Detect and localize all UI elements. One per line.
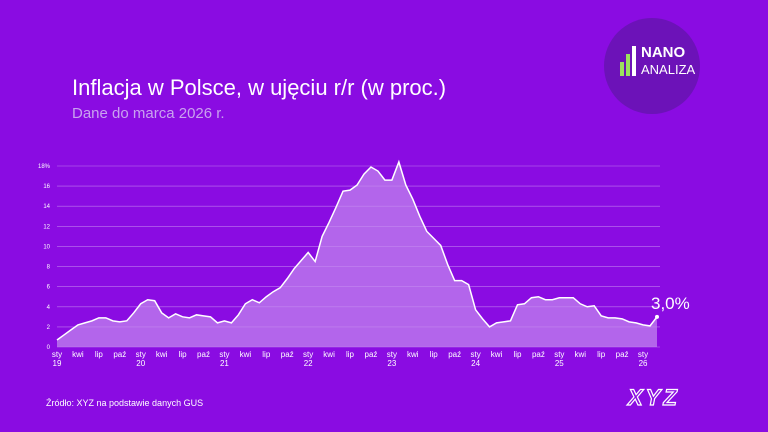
x-tick-label: paź	[197, 350, 210, 359]
x-tick-label: paź	[448, 350, 462, 359]
x-tick-label: kwi	[72, 350, 84, 359]
logo-bar	[632, 46, 636, 76]
brand: XYZ	[626, 385, 680, 410]
x-tick-label: paź	[113, 350, 127, 359]
x-tick-label: lip	[346, 350, 355, 359]
x-tick-label: paź	[364, 350, 378, 359]
chart-title: Inflacja w Polsce, w ujęciu r/r (w proc.…	[72, 75, 446, 100]
logo-bottom: ANALIZA	[641, 62, 696, 77]
line	[56, 159, 658, 341]
end-point	[655, 314, 659, 319]
x-tick-label: paź	[531, 350, 545, 359]
value-label: 3,0%	[651, 294, 690, 313]
y-tick-label: 4	[47, 305, 51, 311]
x-tick-label: sty 20	[135, 350, 146, 368]
x-tick-label: sty 25	[554, 350, 565, 368]
x-tick-label: sty 21	[219, 350, 230, 368]
y-tick-label: 6	[47, 285, 51, 291]
logo-bar	[626, 54, 630, 76]
x-tick-label: sty 23	[386, 350, 397, 368]
x-tick-label: lip	[178, 350, 187, 359]
x-tick-label: paź	[615, 350, 629, 359]
source: Źródło: XYZ na podstawie danych GUS	[46, 398, 203, 408]
x-tick-label: kwi	[490, 350, 503, 359]
x-tick-label: lip	[597, 350, 606, 359]
logo-bar	[620, 62, 624, 76]
y-tick-label: 8	[47, 265, 51, 271]
x-tick-label: lip	[513, 350, 522, 359]
logo-circle	[604, 18, 700, 114]
y-tick-label: 2	[47, 325, 51, 331]
x-tick-label: lip	[429, 350, 438, 359]
x-tick-label: sty 22	[303, 350, 314, 368]
y-tick-label: 12	[43, 224, 50, 230]
x-tick-label: kwi	[407, 350, 419, 359]
x-tick-label: lip	[94, 350, 103, 359]
y-tick-label: 18%	[38, 164, 51, 170]
x-tick-label: lip	[262, 350, 271, 359]
area	[57, 161, 657, 347]
y-tick-label: 16	[43, 184, 50, 190]
x-tick-label: sty 24	[470, 350, 481, 368]
y-tick-label: 0	[47, 345, 51, 351]
y-tick-label: 10	[43, 244, 50, 250]
x-tick-label: kwi	[239, 350, 252, 359]
chart-subtitle: Dane do marca 2026 r.	[72, 105, 225, 122]
x-tick-label: kwi	[574, 350, 587, 359]
x-tick-label: sty 19	[51, 350, 63, 368]
x-tick-label: kwi	[323, 350, 335, 359]
x-tick-label: paź	[280, 350, 294, 359]
x-tick-label: kwi	[155, 350, 168, 359]
logo-top: NANO	[641, 44, 685, 61]
y-tick-label: 14	[43, 204, 50, 210]
x-tick-label: sty 26	[637, 350, 649, 368]
